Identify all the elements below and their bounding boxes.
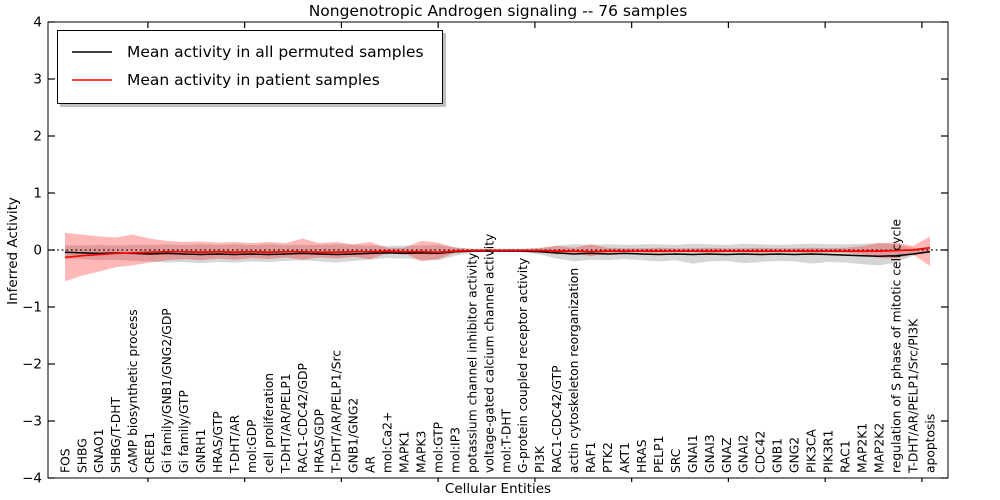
x-tick-label: PELP1: [652, 436, 666, 473]
legend-label-patient: Mean activity in patient samples: [127, 71, 380, 89]
x-tick-label: mol:Ca2+: [381, 412, 395, 473]
x-tick-label: PIK3R1: [822, 430, 836, 473]
x-tick-label: MAPK3: [414, 431, 428, 473]
x-tick-label: GNB1/GNG2: [347, 398, 361, 473]
patient-mean-line: [64, 246, 931, 259]
y-tick-label: −3: [22, 414, 42, 430]
x-tick-label: MAP2K1: [855, 423, 869, 473]
x-tick-label: GNAI2: [737, 434, 751, 473]
x-tick-label: MAP2K2: [872, 423, 886, 473]
x-tick-label: T-DHT/AR/PELP1/Src/PI3K: [906, 318, 920, 474]
y-tick-label: 2: [33, 129, 42, 145]
x-tick-label: GNAZ: [720, 437, 734, 473]
x-tick-label: Gi family/GTP: [177, 390, 191, 473]
patient-line-swatch: [72, 79, 112, 81]
x-tick-label: RAF1: [584, 442, 598, 473]
y-tick-label: −4: [22, 471, 42, 487]
y-tick-label: −2: [22, 357, 42, 373]
patient-std-band: [65, 232, 930, 282]
x-tick-label: regulation of S phase of mitotic cell cy…: [889, 219, 903, 473]
x-tick-label: GNAI1: [686, 434, 700, 473]
x-tick-label: mol:GDP: [245, 420, 259, 473]
x-tick-label: AKT1: [618, 442, 632, 473]
x-axis-label: Cellular Entities: [444, 481, 552, 497]
legend-item-permuted: Mean activity in all permuted samples: [71, 38, 424, 66]
x-tick-label: AR: [364, 456, 378, 473]
chart-title: Nongenotropic Androgen signaling -- 76 s…: [308, 2, 688, 20]
x-tick-label: cell proliferation: [262, 373, 276, 473]
x-tick-label: T-DHT/AR/PELP1: [279, 373, 293, 474]
permuted-line-swatch: [72, 51, 112, 53]
x-tick-label: HRAS/GDP: [313, 409, 327, 473]
y-axis-label: Inferred Activity: [5, 197, 21, 305]
x-tick-label: GNAO1: [92, 429, 106, 473]
x-tick-label: T-DHT/AR/PELP1/Src: [330, 350, 344, 474]
x-tick-label: CDC42: [754, 431, 768, 473]
x-tick-label: SHBG/T-DHT: [109, 397, 123, 473]
x-tick-label: actin cytoskeleton reorganization: [567, 268, 581, 473]
x-tick-label: G-protein coupled receptor activity: [516, 258, 530, 473]
x-tick-label: FOS: [58, 448, 72, 473]
x-tick-label: RAC1-CDC42/GDP: [296, 363, 310, 473]
x-tick-label: GNB1: [771, 438, 785, 473]
x-tick-label: MAPK1: [398, 431, 412, 473]
x-tick-label: HRAS/GTP: [211, 411, 225, 473]
x-tick-label: PI3K: [533, 445, 547, 473]
x-tick-label: RAC1-CDC42/GTP: [550, 365, 564, 473]
x-tick-label: SRC: [669, 449, 683, 473]
x-tick-label: GNG2: [788, 437, 802, 473]
y-tick-label: 0: [33, 243, 42, 259]
y-tick-label: −1: [22, 300, 42, 316]
x-tick-label: cAMP biosynthetic process: [126, 309, 140, 473]
x-tick-label: PIK3CA: [805, 428, 819, 473]
x-tick-label: PTK2: [601, 442, 615, 473]
x-tick-label: T-DHT/AR: [228, 414, 242, 474]
x-tick-label: potassium channel inhibitor activity: [465, 253, 479, 473]
x-tick-label: HRAS: [635, 439, 649, 473]
x-tick-label: mol:T-DHT: [499, 408, 513, 473]
x-tick-label: Gi family/GNB1/GNG2/GDP: [160, 308, 174, 473]
y-tick-label: 4: [33, 15, 42, 31]
x-tick-label: GNAI3: [703, 434, 717, 473]
x-tick-label: CREB1: [143, 432, 157, 473]
y-tick-label: 1: [33, 186, 42, 202]
x-tick-label: mol:IP3: [448, 427, 462, 473]
legend-item-patient: Mean activity in patient samples: [71, 66, 424, 94]
legend-label-permuted: Mean activity in all permuted samples: [127, 43, 424, 61]
x-tick-label: SHBG: [75, 438, 89, 473]
x-tick-label: apoptosis: [923, 414, 937, 473]
x-tick-label: voltage-gated calcium channel activity: [482, 234, 496, 473]
x-tick-label: RAC1: [838, 440, 852, 473]
legend: Mean activity in all permuted samples Me…: [57, 30, 443, 104]
y-tick-label: 3: [33, 72, 42, 88]
permuted-std-band: [65, 243, 930, 266]
x-tick-label: GNRH1: [194, 429, 208, 473]
x-tick-label: mol:GTP: [431, 422, 445, 473]
